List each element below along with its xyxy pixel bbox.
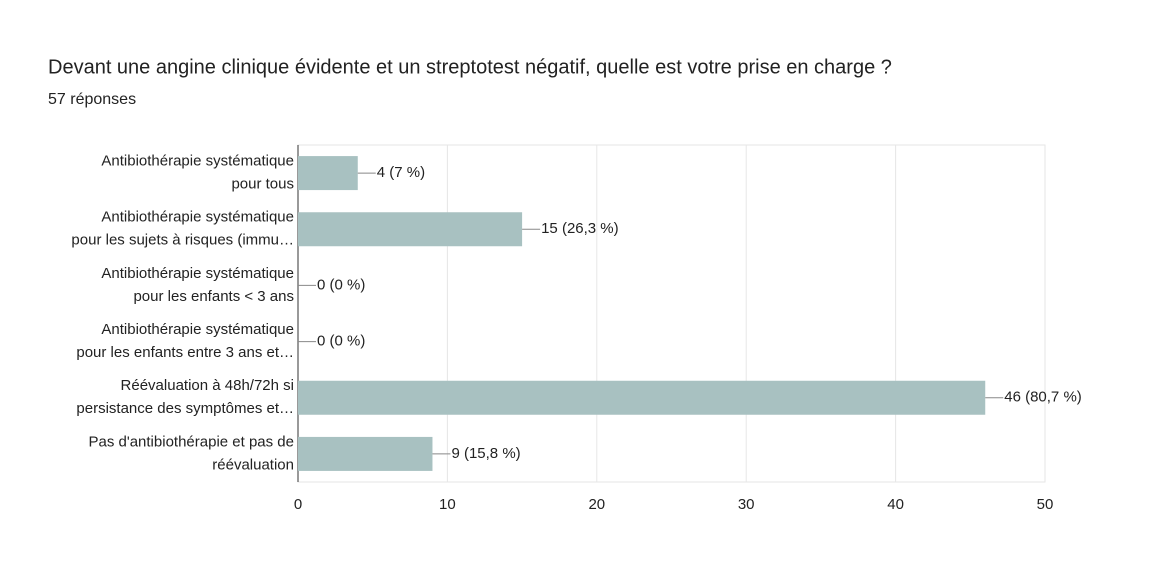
x-tick-label: 50 [1037, 496, 1054, 513]
x-tick-label: 30 [738, 496, 755, 513]
x-tick-label: 0 [294, 496, 302, 513]
value-label: 4 (7 %) [377, 164, 425, 181]
y-tick-label: Antibiothérapie systématique [101, 153, 294, 170]
y-tick-label: persistance des symptômes et… [76, 400, 294, 417]
bar [298, 212, 523, 247]
value-label: 15 (26,3 %) [541, 220, 619, 237]
y-tick-label: pour les enfants entre 3 ans et… [76, 344, 294, 361]
value-label: 46 (80,7 %) [1004, 389, 1082, 406]
x-tick-label: 20 [588, 496, 605, 513]
chart-title: Devant une angine clinique évidente et u… [48, 56, 892, 78]
y-tick-label: Réévaluation à 48h/72h si [121, 377, 294, 394]
x-tick-label: 40 [887, 496, 904, 513]
y-tick-label: Pas d'antibiothérapie et pas de [88, 433, 294, 450]
bar [298, 380, 986, 415]
y-tick-label: Antibiothérapie systématique [101, 209, 294, 226]
chart-subtitle: 57 réponses [48, 91, 136, 108]
x-tick-label: 10 [439, 496, 456, 513]
value-label: 0 (0 %) [317, 276, 365, 293]
y-tick-label: pour les enfants < 3 ans [133, 288, 294, 305]
y-tick-label: réévaluation [212, 456, 294, 473]
bar [298, 156, 358, 191]
value-label: 9 (15,8 %) [451, 445, 520, 462]
y-tick-label: Antibiothérapie systématique [101, 265, 294, 282]
bar [298, 436, 433, 471]
value-label: 0 (0 %) [317, 333, 365, 350]
y-tick-label: Antibiothérapie systématique [101, 321, 294, 338]
plot-area [297, 144, 1046, 483]
y-tick-label: pour les sujets à risques (immu… [71, 232, 294, 249]
y-tick-label: pour tous [231, 176, 294, 193]
